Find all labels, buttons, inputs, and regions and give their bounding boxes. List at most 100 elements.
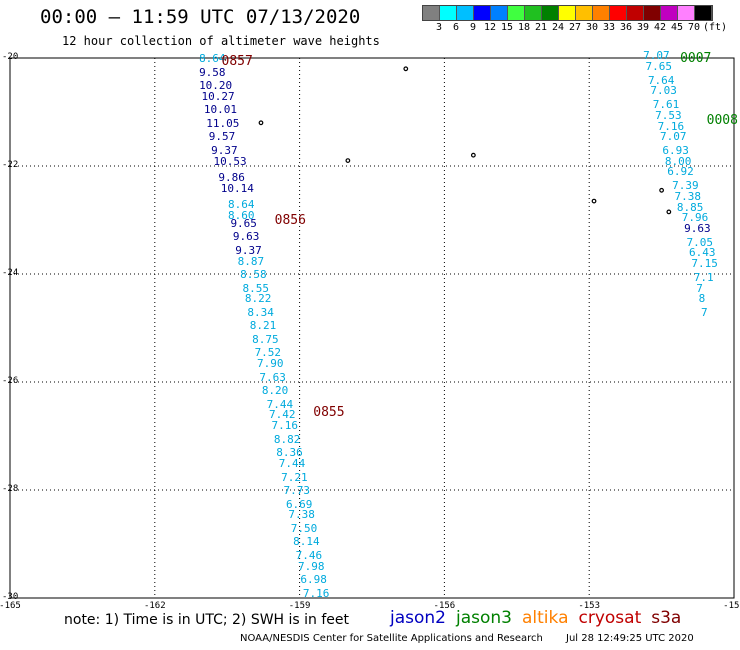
pass-time-label: 0856: [274, 213, 306, 228]
wave-height-value: 10.01: [203, 103, 238, 117]
wave-height-value: 10.27: [201, 89, 235, 103]
legend-tick-label: 24: [551, 22, 565, 33]
legend-ticks: 3 6 9 12 15 18 21 24 27 30 33 36 39 42 45 70 (ft): [422, 22, 740, 34]
wave-height-value: 7.52: [254, 346, 282, 360]
legend-swatch: [644, 6, 661, 20]
wave-height-value: 7.98: [298, 559, 325, 573]
legend-tick-label: 27: [568, 22, 582, 33]
wave-height-value: 9.63: [232, 230, 260, 244]
lat-axis-label: -20: [2, 52, 19, 62]
wave-height-value: 7.65: [645, 60, 673, 74]
wave-height-value: 7.44: [278, 457, 306, 470]
legend-tick-label: 6: [452, 22, 460, 33]
wave-height-value: 7.73: [283, 484, 311, 497]
page-title: 00:00 – 11:59 UTC 07/13/2020: [40, 6, 361, 28]
legend-swatch: [593, 6, 610, 20]
map-frame: [9, 57, 735, 599]
legend-swatch: [542, 6, 559, 20]
wave-height-value: 7.90: [256, 357, 284, 371]
wave-height-value: 8.82: [273, 432, 301, 446]
mission-legend-item: jason3: [456, 608, 512, 628]
wave-height-value: 8.21: [249, 319, 277, 333]
wave-height-value: 7: [696, 281, 703, 295]
island-marker: [403, 66, 409, 72]
legend-swatch: [678, 6, 695, 20]
wave-height-value: 6.43: [688, 246, 716, 260]
legend-swatch: [491, 6, 508, 20]
legend-tick-label: 36: [619, 22, 633, 33]
legend-swatch: [559, 6, 576, 20]
legend-swatch: [695, 6, 712, 20]
wave-height-value: 8.20: [261, 384, 289, 398]
wave-height-value: 9.37: [235, 243, 262, 257]
mission-legend-item: s3a: [651, 608, 682, 628]
wave-height-value: 9.57: [208, 130, 236, 144]
wave-height-value: 8.64: [228, 197, 255, 211]
wave-height-value: 7.53: [655, 108, 682, 122]
wave-height-value: 8.36: [276, 446, 303, 460]
wave-height-value: 8: [698, 292, 706, 306]
wave-height-value: 7.1: [693, 270, 714, 284]
wave-height-value: 8.55: [242, 281, 270, 295]
lat-axis-label: -24: [2, 268, 19, 278]
wave-height-value: 7.21: [281, 470, 308, 484]
wave-height-value: 8.85: [676, 200, 704, 214]
legend-tick-label: 18: [517, 22, 531, 33]
wave-height-value: 7.38: [674, 189, 701, 203]
wave-height-value: 7.46: [295, 548, 323, 562]
wave-height-value: 7.15: [691, 257, 718, 271]
footer-note: note: 1) Time is in UTC; 2) SWH is in fe…: [64, 612, 350, 628]
wave-height-value: 6.93: [662, 143, 689, 157]
lon-axis-label: -162: [143, 601, 166, 611]
wave-height-value: 8.22: [244, 292, 272, 306]
legend-tick-label: 12: [483, 22, 497, 33]
wave-height-value: 7.05: [686, 235, 714, 249]
wave-height-value: 7.39: [672, 178, 699, 192]
lat-axis-label: -28: [2, 484, 19, 494]
wave-height-value: 11.05: [206, 116, 240, 130]
island-marker: [258, 120, 264, 126]
legend-tick-label: 21: [534, 22, 548, 33]
wave-height-value: 7.16: [302, 586, 330, 600]
island-marker: [659, 187, 664, 193]
generated-timestamp: Jul 28 12:49:25 UTC 2020: [566, 633, 694, 644]
island-marker: [591, 198, 597, 204]
legend-tick-label: 9: [469, 22, 477, 33]
color-legend: [422, 5, 713, 21]
wave-height-value: 7.42: [269, 408, 296, 422]
wave-height-value: 9.86: [218, 170, 245, 184]
pass-time-label: 0857: [221, 53, 253, 69]
legend-swatch: [525, 6, 542, 20]
wave-height-value: 7.38: [288, 508, 315, 522]
legend-swatch: [508, 6, 525, 20]
wave-height-value: 6.69: [285, 497, 313, 511]
wave-height-value: 7.07: [660, 130, 687, 144]
lat-axis-label: -30: [2, 592, 19, 602]
pass-time-label: 0855: [313, 404, 345, 420]
page-subtitle: 12 hour collection of altimeter wave hei…: [62, 34, 380, 48]
legend-tick-label: 42: [653, 22, 667, 33]
lat-axis-label: -22: [2, 160, 19, 170]
wave-height-value: 8.75: [252, 332, 279, 346]
wave-height-value: 7.61: [652, 97, 680, 111]
wave-height-value: 6.92: [667, 165, 694, 179]
wave-height-value: 8.00: [664, 154, 692, 168]
wave-height-value: 6.98: [300, 573, 327, 587]
lon-axis-label: -159: [288, 601, 311, 611]
lon-axis-label: -156: [433, 601, 456, 611]
mission-legend-item: altika: [522, 608, 569, 628]
legend-swatch: [423, 6, 440, 20]
wave-height-value: 7.16: [657, 119, 685, 133]
wave-height-value: 7.64: [647, 73, 675, 87]
legend-tick-label: 45: [670, 22, 684, 33]
legend-swatch: [440, 6, 457, 20]
wave-height-value: 7.96: [681, 211, 709, 225]
wave-height-value: 10.14: [220, 181, 254, 195]
mission-legend-item: cryosat: [578, 608, 642, 628]
wave-height-value: 8.87: [237, 254, 265, 268]
wave-height-value: 10.53: [213, 154, 247, 168]
island-marker: [666, 209, 672, 215]
pass-time-label: 0007: [680, 51, 712, 66]
lon-axis-label: -165: [0, 601, 21, 611]
